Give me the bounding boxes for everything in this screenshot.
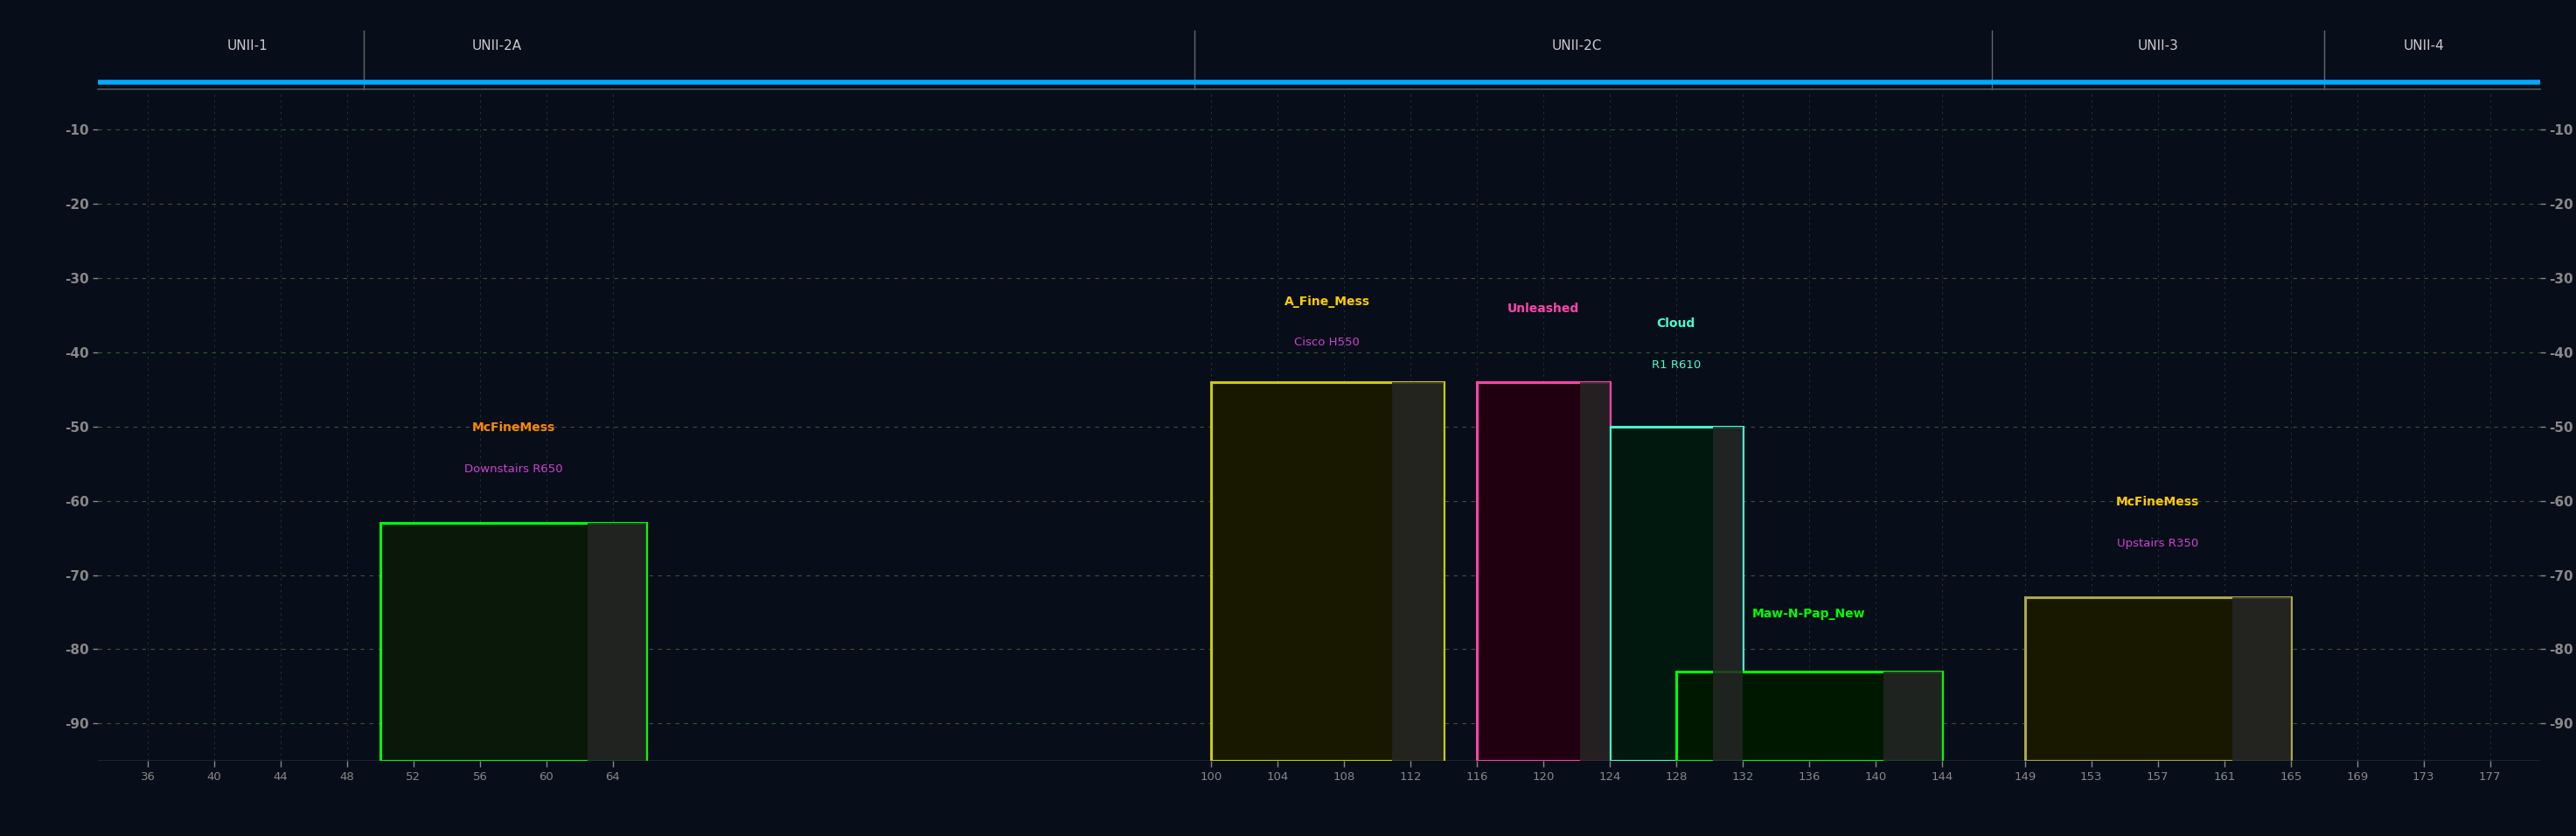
Bar <box>1610 426 1741 761</box>
Bar <box>1883 671 1942 761</box>
Text: A_Fine_Mess: A_Fine_Mess <box>1285 295 1370 308</box>
Text: McFineMess: McFineMess <box>2117 496 2200 508</box>
Text: UNII-2C: UNII-2C <box>1551 39 1602 53</box>
Text: Maw-N-Pap_New: Maw-N-Pap_New <box>1752 607 1865 619</box>
Bar <box>1394 382 1443 761</box>
Bar <box>1476 382 1610 761</box>
Bar <box>1713 426 1741 761</box>
Bar <box>2233 597 2290 761</box>
Text: UNII-1: UNII-1 <box>227 39 268 53</box>
Text: Downstairs R650: Downstairs R650 <box>464 463 562 475</box>
Bar <box>1677 671 1942 761</box>
Text: Unleashed: Unleashed <box>1507 303 1579 315</box>
Text: McFineMess: McFineMess <box>471 421 554 434</box>
Bar <box>2025 597 2290 761</box>
Bar <box>381 523 647 761</box>
Bar <box>587 523 647 761</box>
Text: Cisco H550: Cisco H550 <box>1296 337 1360 349</box>
Text: UNII-2A: UNII-2A <box>471 39 520 53</box>
Text: UNII-4: UNII-4 <box>2403 39 2445 53</box>
Text: Upstairs R350: Upstairs R350 <box>2117 538 2200 549</box>
Text: R1 R610: R1 R610 <box>1651 359 1700 370</box>
Bar <box>1211 382 1443 761</box>
Bar <box>1582 382 1610 761</box>
Text: Cloud: Cloud <box>1656 318 1695 329</box>
Text: UNII-3: UNII-3 <box>2138 39 2179 53</box>
